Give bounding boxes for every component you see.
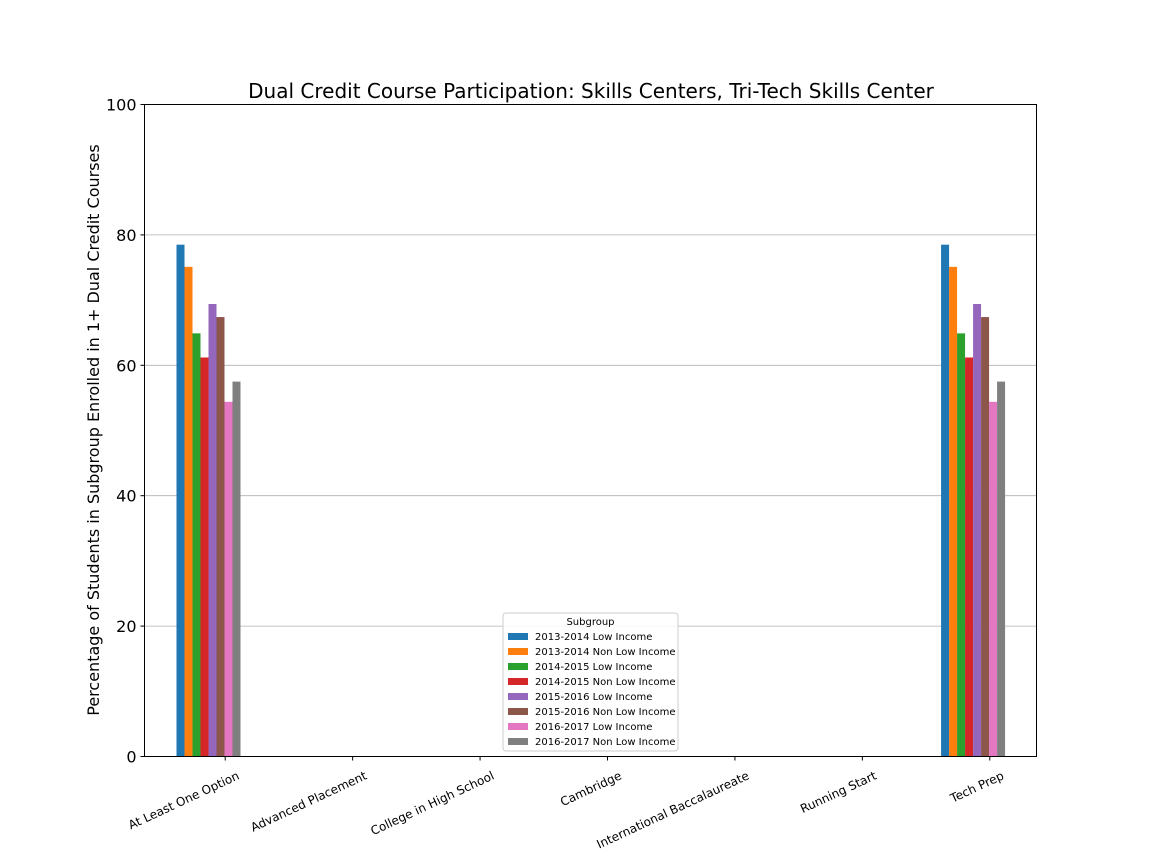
y-tick-label: 40 [116,487,136,506]
legend-swatch [508,633,528,640]
bar [224,401,233,757]
legend-swatch [508,678,528,685]
bar [989,401,998,757]
x-tick-label: Cambridge [558,769,624,810]
plot-frame [144,104,1037,757]
legend-swatch [508,723,528,730]
bars [176,244,1006,757]
bar [232,381,241,757]
legend-entry: 2014-2015 Low Income [535,662,652,673]
legend-swatch [508,663,528,670]
bar [949,266,958,757]
x-tick-label: Tech Prep [947,769,1006,806]
bar [997,381,1006,757]
legend-entry: 2013-2014 Non Low Income [535,647,675,658]
legend-title: Subgroup [566,617,614,628]
legend-entry: 2015-2016 Low Income [535,692,652,703]
legend-entry: 2016-2017 Non Low Income [535,737,675,748]
x-axis-ticks: At Least One Option Advanced Placement Col… [126,756,1006,852]
legend-entry: 2014-2015 Non Low Income [535,677,675,688]
bar [208,304,217,757]
bar [192,333,201,757]
legend-swatch [508,708,528,715]
x-tick-label: Running Start [798,768,879,816]
y-tick-label: 100 [106,96,137,115]
legend-box [502,612,679,752]
legend-entry: 2015-2016 Non Low Income [535,707,675,718]
y-axis-ticks: 0 20 40 60 80 100 [106,96,145,767]
legend-swatch [508,693,528,700]
y-tick-label: 60 [116,356,136,375]
legend-entry: 2016-2017 Low Income [535,722,652,733]
y-tick-label: 80 [116,226,136,245]
y-axis-label: Percentage of Students in Subgroup Enrol… [84,144,103,715]
bar [941,244,950,757]
bar [957,333,966,757]
bar [176,244,185,757]
x-tick-label: At Least One Option [126,769,241,833]
x-tick-label: College in High School [368,769,496,839]
y-tick-label: 20 [116,617,136,636]
bar [200,357,209,757]
x-tick-label: Advanced Placement [248,768,369,834]
bar [965,357,974,757]
chart-title: Dual Credit Course Participation: Skills… [248,79,934,103]
y-tick-label: 0 [126,748,136,767]
legend-swatch [508,738,528,745]
bar [981,317,990,757]
bar [184,266,193,757]
legend-swatch [508,648,528,655]
legend-entry: 2013-2014 Low Income [535,632,652,643]
legend: Subgroup 2013-2014 Low Income 2013-2014 No… [502,612,679,752]
bar [216,317,225,757]
bar [973,304,982,757]
